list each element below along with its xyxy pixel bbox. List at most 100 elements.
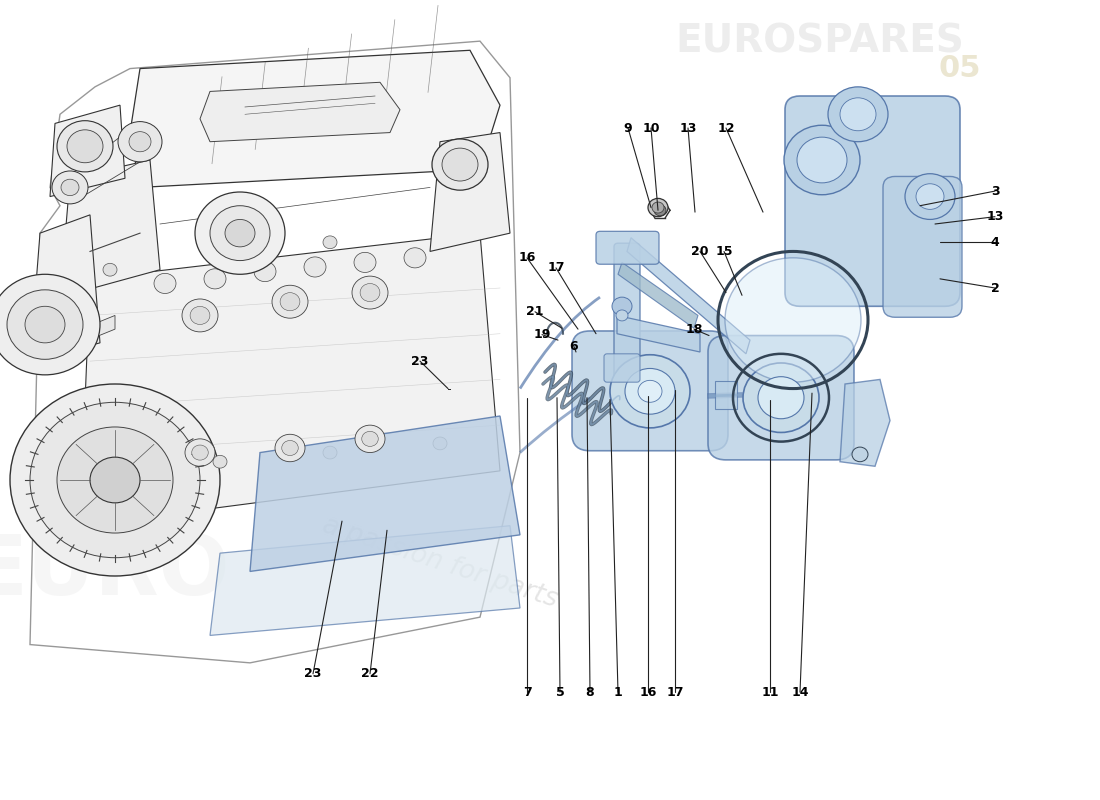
Circle shape [129,132,151,152]
Circle shape [213,245,227,258]
Text: 6: 6 [570,340,579,353]
Circle shape [323,236,337,249]
Circle shape [852,447,868,462]
Text: 18: 18 [685,322,703,336]
Text: 05: 05 [938,54,981,83]
Circle shape [758,377,804,418]
Polygon shape [840,379,890,466]
Circle shape [360,283,379,302]
Circle shape [648,198,668,217]
Circle shape [784,126,860,194]
Polygon shape [30,215,100,361]
Circle shape [616,310,628,321]
Circle shape [652,202,664,213]
Text: 3: 3 [991,185,999,198]
Circle shape [610,354,690,428]
Text: 22: 22 [361,667,378,680]
Text: 8: 8 [585,686,594,698]
Circle shape [10,384,220,576]
Text: 16: 16 [518,251,536,264]
Text: 9: 9 [624,122,632,134]
Text: 14: 14 [791,686,808,698]
Text: 7: 7 [522,686,531,698]
Circle shape [828,87,888,142]
Circle shape [725,258,861,382]
Text: 23: 23 [411,354,429,368]
Circle shape [625,369,675,414]
Circle shape [52,171,88,204]
Text: EUROSPARES: EUROSPARES [675,22,965,60]
Circle shape [840,98,876,130]
Circle shape [210,206,270,261]
Circle shape [612,297,632,315]
Text: 4: 4 [991,236,1000,249]
Bar [715,382,737,409]
Text: 11: 11 [761,686,779,698]
Text: 5: 5 [556,686,564,698]
Text: 15: 15 [715,245,733,258]
Circle shape [182,299,218,332]
Circle shape [352,276,388,309]
Circle shape [254,262,276,282]
Text: 16: 16 [639,686,657,698]
FancyBboxPatch shape [596,231,659,264]
Circle shape [191,445,208,460]
Circle shape [118,122,162,162]
Circle shape [433,437,447,450]
Polygon shape [130,50,500,187]
Circle shape [354,252,376,273]
Polygon shape [627,238,750,354]
Polygon shape [430,133,510,251]
Text: 19: 19 [534,328,551,341]
Circle shape [798,137,847,183]
Polygon shape [250,416,520,571]
Circle shape [185,439,214,466]
Circle shape [57,121,113,172]
Polygon shape [617,315,700,352]
Polygon shape [25,315,115,366]
Circle shape [654,205,666,216]
Text: 23: 23 [305,667,321,680]
Circle shape [404,248,426,268]
Circle shape [355,425,385,453]
FancyBboxPatch shape [614,243,640,392]
Circle shape [204,269,226,289]
Circle shape [103,474,117,486]
Circle shape [272,286,308,318]
Text: 13: 13 [987,210,1003,223]
Circle shape [7,290,82,359]
FancyBboxPatch shape [604,354,640,382]
Text: 10: 10 [642,122,660,134]
Text: 2: 2 [991,282,1000,294]
Circle shape [742,363,820,433]
Polygon shape [210,526,520,635]
Text: 20: 20 [691,245,708,258]
Circle shape [432,139,488,190]
Text: a passion for parts: a passion for parts [319,512,561,613]
Polygon shape [200,82,400,142]
FancyBboxPatch shape [883,177,962,318]
Circle shape [226,219,255,247]
Circle shape [60,179,79,196]
Circle shape [0,274,100,375]
Polygon shape [80,233,500,526]
Circle shape [67,130,103,162]
Circle shape [275,434,305,462]
Text: 12: 12 [717,122,735,134]
Circle shape [304,257,326,277]
FancyBboxPatch shape [708,335,854,460]
Circle shape [25,306,65,343]
Circle shape [190,306,210,325]
Circle shape [442,148,478,181]
Circle shape [433,226,447,239]
Circle shape [362,431,378,446]
Circle shape [916,184,944,210]
Polygon shape [40,50,510,645]
Text: 17: 17 [667,686,684,698]
FancyBboxPatch shape [785,96,960,306]
Circle shape [638,380,662,402]
FancyBboxPatch shape [572,331,728,450]
Circle shape [323,446,337,459]
Circle shape [30,402,200,558]
Circle shape [282,441,298,455]
